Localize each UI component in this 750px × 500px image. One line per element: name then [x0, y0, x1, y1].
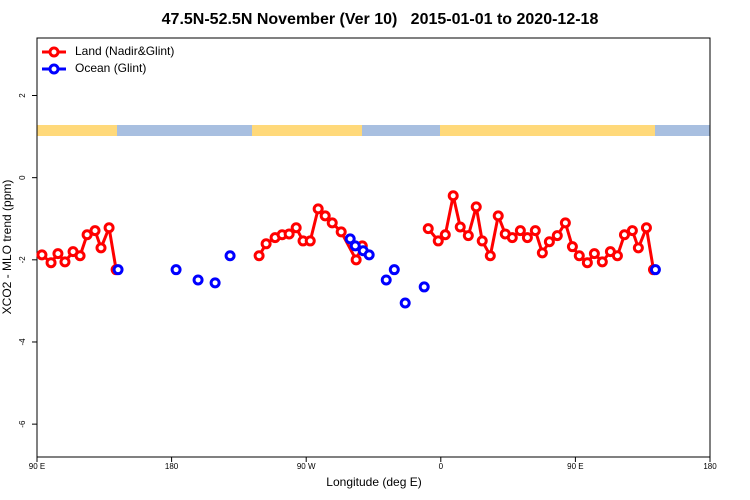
data-point [253, 250, 265, 262]
x-tick-label: 180 [703, 462, 717, 471]
x-axis-title: Longitude (deg E) [326, 475, 421, 489]
data-point [618, 229, 630, 241]
data-point [363, 249, 375, 261]
x-tick-label: 180 [165, 462, 179, 471]
x-tick-label: 90 E [29, 462, 45, 471]
data-point [521, 232, 533, 244]
data-point [470, 201, 482, 213]
data-point [304, 235, 316, 247]
data-point [209, 277, 221, 289]
data-point [566, 241, 578, 253]
data-point [81, 229, 93, 241]
data-point [462, 230, 474, 242]
data-point [380, 274, 392, 286]
data-point [454, 221, 466, 233]
data-point [529, 225, 541, 237]
y-tick-label: -2 [18, 256, 27, 264]
y-tick-label: -4 [18, 338, 27, 346]
data-point [59, 256, 71, 268]
data-point [74, 250, 86, 262]
data-point [649, 264, 661, 276]
data-point [350, 254, 362, 266]
data-point [422, 223, 434, 235]
data-point [543, 236, 555, 248]
data-point [581, 257, 593, 269]
data-point [344, 233, 356, 245]
land-ocean-strip [37, 125, 710, 136]
data-point [312, 203, 324, 215]
data-point [626, 225, 638, 237]
chart-title: 47.5N-52.5N November (Ver 10) 2015-01-01… [162, 11, 599, 28]
data-point [492, 210, 504, 222]
y-tick-label: 0 [18, 175, 27, 180]
x-tick-label: 90 W [297, 462, 316, 471]
data-point [484, 250, 496, 262]
data-point [192, 274, 204, 286]
data-point [536, 247, 548, 259]
data-point [283, 228, 295, 240]
data-point [349, 240, 361, 252]
data-point [95, 242, 107, 254]
data-point [573, 250, 585, 262]
data-point [290, 222, 302, 234]
data-point [439, 229, 451, 241]
plot-frame [36, 37, 711, 458]
data-point [388, 264, 400, 276]
data-point [506, 232, 518, 244]
data-point [112, 264, 124, 276]
data-point [326, 217, 338, 229]
data-point [611, 250, 623, 262]
data-point [514, 225, 526, 237]
y-tick-label: 2 [18, 93, 27, 98]
data-point [89, 225, 101, 237]
data-point [418, 281, 430, 293]
data-point [170, 264, 182, 276]
x-tick-label: 90 E [567, 462, 583, 471]
legend-marker [48, 63, 60, 75]
data-point [399, 297, 411, 309]
data-point [103, 222, 115, 234]
data-point [260, 238, 272, 250]
data-point [640, 222, 652, 234]
data-point [476, 235, 488, 247]
data-point [319, 210, 331, 222]
data-point [36, 249, 48, 261]
x-tick-label: 0 [439, 462, 444, 471]
data-point [596, 256, 608, 268]
data-point [632, 242, 644, 254]
data-point [559, 217, 571, 229]
y-axis-title: XCO2 - MLO trend (ppm) [0, 180, 14, 315]
data-point [447, 190, 459, 202]
legend-label: Ocean (Glint) [75, 61, 146, 75]
data-point [588, 248, 600, 260]
data-point [52, 248, 64, 260]
data-point [551, 230, 563, 242]
data-point [335, 226, 347, 238]
y-tick-label: -6 [18, 420, 27, 428]
data-point [432, 235, 444, 247]
legend-label: Land (Nadir&Glint) [75, 44, 174, 58]
legend-marker [48, 46, 60, 58]
data-point [45, 257, 57, 269]
data-point [224, 250, 236, 262]
